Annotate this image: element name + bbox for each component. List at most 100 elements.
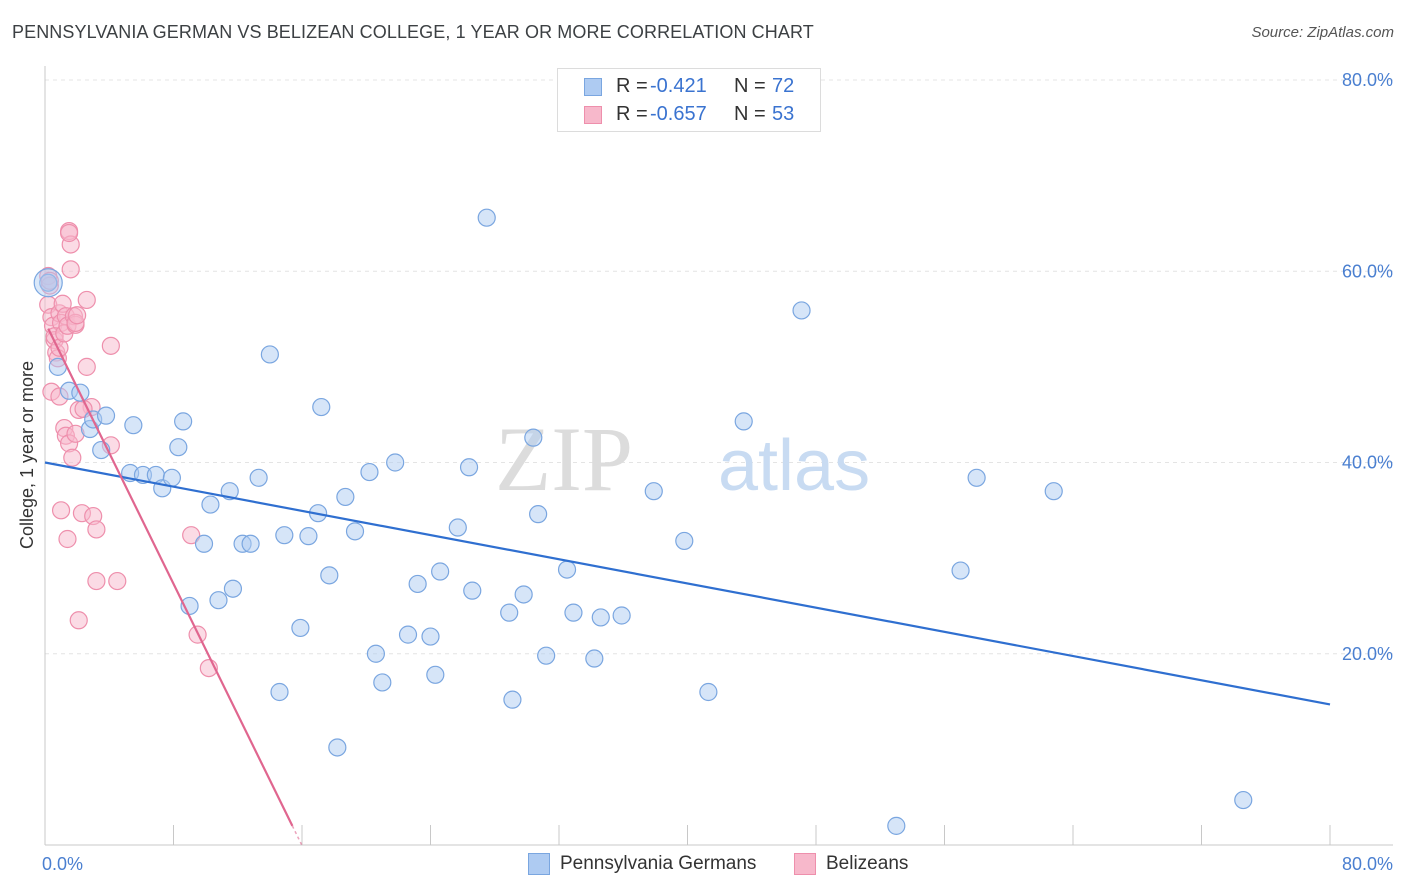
belizeans-point [77, 357, 96, 376]
belizeans-point [87, 520, 106, 539]
belizeans-point [61, 260, 80, 279]
pennsylvania-germans-point [524, 428, 543, 447]
pennsylvania-germans-point [201, 495, 220, 514]
pennsylvania-germans-point [162, 468, 181, 487]
pennsylvania-germans-point [209, 591, 228, 610]
belizeans-point [51, 501, 71, 520]
pennsylvania-germans-point [612, 606, 631, 625]
pennsylvania-germans-point [291, 618, 310, 638]
x-tick-label: 80.0% [1342, 854, 1393, 874]
pennsylvania-germans-point [320, 566, 339, 585]
belizeans-trendline-extension [291, 825, 303, 846]
bottom-legend-label: Belizeans [826, 853, 909, 874]
trendlines [44, 328, 1331, 846]
pennsylvania-germans-point [421, 627, 440, 646]
pennsylvania-germans-point [887, 816, 906, 835]
pennsylvania-germans-point [537, 646, 556, 665]
belizeans-point [69, 611, 88, 630]
grid-lines [45, 79, 1393, 655]
pennsylvania-germans-point [174, 412, 193, 431]
legend-r-value: -0.657 [650, 103, 707, 125]
legend-n-value: 72 [772, 75, 795, 97]
legend-row-belizeans: R = -0.657 N = 53 [558, 101, 820, 129]
pennsylvania-germans-point [967, 468, 986, 487]
pennsylvania-germans-point [373, 673, 392, 692]
pennsylvania-germans-point [500, 603, 519, 622]
watermark-zip: ZIP [495, 408, 633, 510]
pennsylvania-germans-point [591, 608, 610, 627]
legend-swatch-pink [584, 106, 602, 124]
pennsylvania-germans-point [345, 522, 365, 541]
pennsylvania-germans-point [463, 581, 482, 600]
pennsylvania-germans-point [312, 397, 331, 417]
belizeans-point [58, 529, 77, 549]
x-tick-label: 0.0% [42, 854, 83, 874]
belizeans-point [87, 571, 106, 591]
bottom-legend-swatch-pink [794, 853, 816, 875]
pennsylvania-germans-point [675, 531, 694, 551]
legend-swatch-blue [584, 78, 602, 96]
pennsylvania-germans-point [39, 273, 58, 292]
pennsylvania-germans-point [96, 406, 116, 425]
correlation-legend: R = -0.421 N = 72 R = -0.657 N = 53 [557, 68, 821, 132]
pennsylvania-germans-point [270, 682, 289, 702]
belizeans-trendline [47, 328, 294, 827]
pennsylvania-germans-point [360, 462, 379, 482]
pennsylvania-germans-point [699, 682, 718, 702]
y-tick-label: 60.0% [1342, 261, 1393, 281]
pennsylvania-germans-point [260, 345, 279, 364]
pennsylvania-germans-point [792, 301, 811, 320]
y-tick-label: 20.0% [1342, 644, 1393, 664]
pennsylvania-germans-point [299, 527, 318, 546]
belizeans-point [59, 223, 79, 243]
belizeans-points [39, 221, 218, 678]
pennsylvania-germans-point [275, 526, 294, 545]
pennsylvania-germans-point [503, 690, 522, 709]
pennsylvania-germans-point [194, 534, 214, 553]
axes [44, 66, 1393, 846]
bottom-legend-swatch-blue [528, 853, 550, 875]
pennsylvania-germans-point [366, 644, 385, 663]
pennsylvania-germans-trendline [44, 461, 1331, 706]
pennsylvania-germans-point [644, 482, 663, 501]
pennsylvania-germans-points [33, 208, 1253, 835]
y-tick-label: 40.0% [1342, 453, 1393, 473]
pennsylvania-germans-point [514, 585, 533, 604]
legend-row-pennsylvania-germans: R = -0.421 N = 72 [558, 73, 820, 101]
belizeans-point [101, 336, 120, 355]
pennsylvania-germans-point [529, 505, 548, 524]
tick-labels: 20.0% 40.0% 60.0% 80.0% 0.0% 80.0% [42, 70, 1393, 874]
pennsylvania-germans-point [169, 438, 188, 457]
pennsylvania-germans-point [951, 561, 970, 580]
pennsylvania-germans-point [557, 560, 577, 579]
pennsylvania-germans-point [1044, 482, 1063, 501]
chart-title: PENNSYLVANIA GERMAN VS BELIZEAN COLLEGE,… [12, 22, 814, 42]
belizeans-point [68, 306, 87, 325]
watermark-atlas: atlas [718, 426, 870, 506]
legend-n-label: N = [734, 103, 766, 125]
legend-n-value: 53 [772, 103, 795, 125]
pennsylvania-germans-point [1234, 790, 1253, 810]
pennsylvania-germans-point [328, 738, 347, 757]
pennsylvania-germans-point [426, 665, 445, 684]
pennsylvania-germans-point [398, 625, 418, 644]
legend-r-label: R = [616, 75, 648, 97]
pennsylvania-germans-point [336, 487, 355, 507]
pennsylvania-germans-point [408, 574, 427, 594]
belizeans-point [77, 290, 96, 310]
legend-n-label: N = [734, 75, 766, 97]
pennsylvania-germans-point [585, 649, 604, 668]
pennsylvania-germans-cluster-point [33, 268, 63, 298]
y-axis-label: College, 1 year or more [17, 361, 37, 549]
pennsylvania-germans-point [386, 453, 405, 472]
pennsylvania-germans-point [223, 579, 243, 598]
legend-r-label: R = [616, 103, 648, 125]
belizeans-point [108, 571, 127, 591]
bottom-legend-label: Pennsylvania Germans [560, 853, 757, 874]
y-tick-label: 80.0% [1342, 70, 1393, 90]
pennsylvania-germans-point [448, 518, 467, 537]
belizeans-point [182, 526, 201, 545]
belizeans-point [63, 448, 82, 467]
pennsylvania-germans-point [124, 416, 143, 435]
